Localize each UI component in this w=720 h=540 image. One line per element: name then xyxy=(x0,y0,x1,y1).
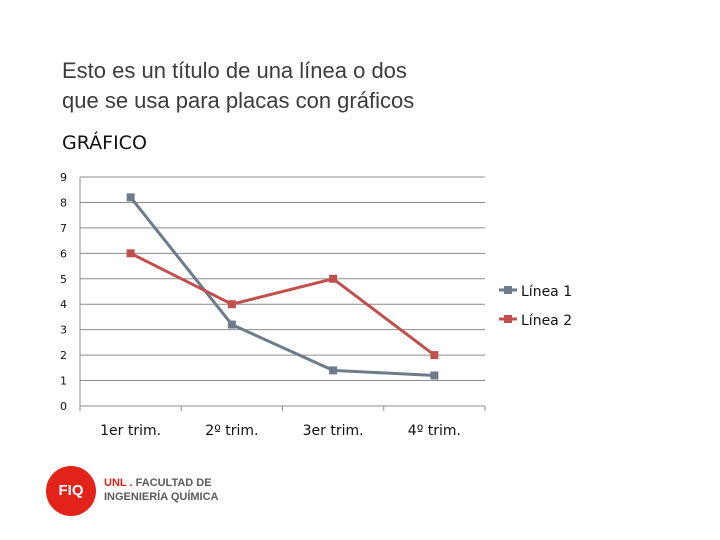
slide-title-line-2: que se usa para placas con gráficos xyxy=(62,88,415,113)
series-2-point-4 xyxy=(430,351,439,360)
series-line-1 xyxy=(129,196,435,377)
series-1-point-1 xyxy=(126,193,135,202)
y-tick-label-0: 0 xyxy=(60,400,67,413)
y-tick-label-1: 1 xyxy=(60,375,67,388)
faculty-line-1: FACULTAD DE xyxy=(135,477,212,489)
legend-swatch-marker-1 xyxy=(504,286,512,294)
legend-swatch-marker-2 xyxy=(504,315,512,323)
y-tick-label-4: 4 xyxy=(60,298,67,311)
slide-title-line-1: Esto es un título de una línea o dos xyxy=(62,58,407,83)
unl-text: UNL xyxy=(104,477,127,489)
fiq-badge: FIQ xyxy=(46,466,96,516)
x-tick-label-1: 1er trim. xyxy=(100,423,161,439)
series-2-point-3 xyxy=(329,274,338,283)
chart-title: GRÁFICO xyxy=(62,132,147,154)
series-1-point-2 xyxy=(227,320,236,329)
slide-title: Esto es un título de una línea o dos que… xyxy=(62,56,622,116)
y-tick-label-9: 9 xyxy=(60,171,67,184)
x-tick-label-2: 2º trim. xyxy=(205,423,258,439)
series-line-2 xyxy=(129,251,436,357)
y-tick-label-2: 2 xyxy=(60,349,67,362)
y-tick-label-6: 6 xyxy=(60,247,67,260)
y-tick-label-7: 7 xyxy=(60,222,67,235)
legend-label-2: Línea 2 xyxy=(521,313,572,329)
y-tick-label-8: 8 xyxy=(60,196,67,209)
series-2-point-1 xyxy=(126,249,135,258)
series-1-point-4 xyxy=(430,371,439,380)
faculty-name: UNL . FACULTAD DE INGENIERÍA QUÍMICA xyxy=(104,476,284,504)
faculty-line-2: INGENIERÍA QUÍMICA xyxy=(104,491,219,503)
x-tick-label-4: 4º trim. xyxy=(408,423,461,439)
y-tick-label-5: 5 xyxy=(60,273,67,286)
x-tick-label-3: 3er trim. xyxy=(303,423,364,439)
series-1-point-3 xyxy=(329,366,338,375)
y-tick-label-3: 3 xyxy=(60,324,67,337)
legend-label-1: Línea 1 xyxy=(521,284,572,300)
series-2-point-2 xyxy=(227,300,236,309)
